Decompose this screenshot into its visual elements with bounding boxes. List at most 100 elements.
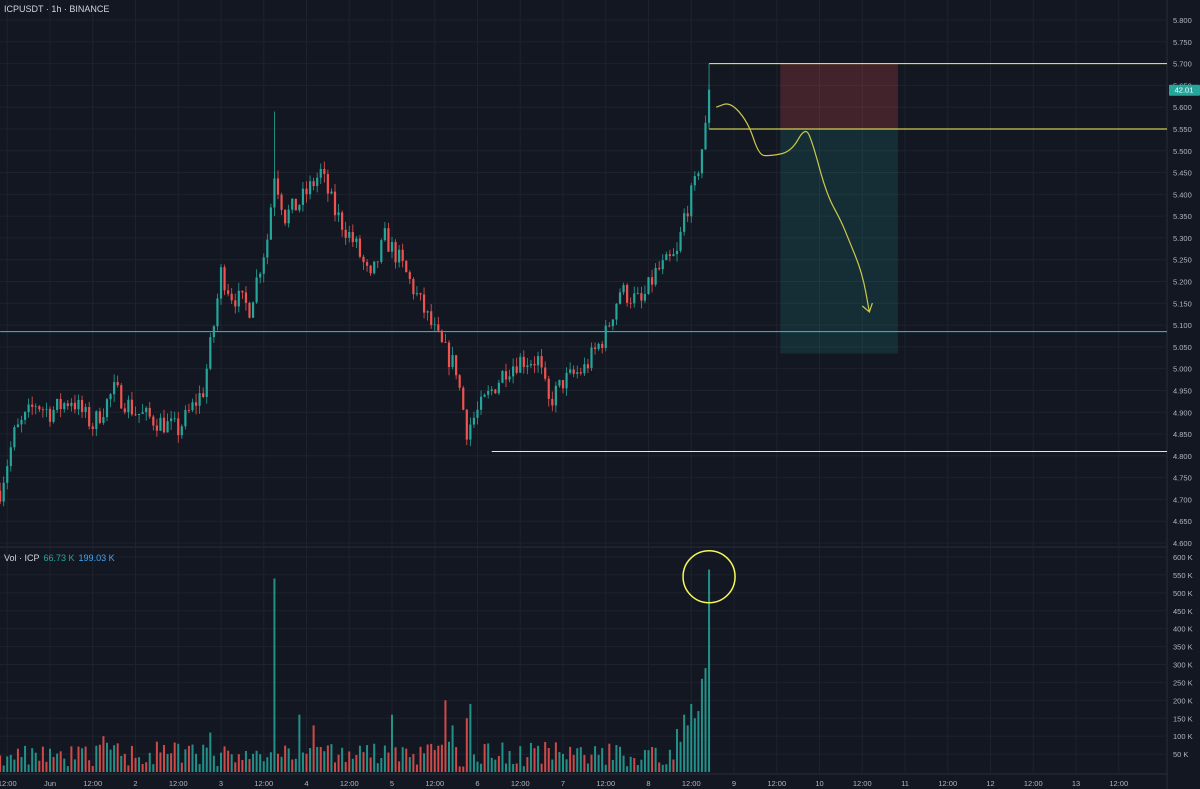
candle-body: [665, 254, 668, 261]
volume-bar: [480, 763, 483, 772]
volume-bar: [643, 750, 646, 772]
volume-bar: [56, 753, 59, 772]
candle-body: [219, 267, 223, 299]
volume-bar: [494, 759, 497, 772]
candle-body: [401, 249, 404, 261]
candle-body: [45, 408, 48, 410]
candle-body: [576, 372, 579, 374]
volume-value-blue: 199.03 K: [78, 553, 115, 563]
candle-body: [223, 267, 226, 291]
candle-body: [447, 342, 451, 367]
volume-bar: [180, 762, 183, 772]
volume-bar: [284, 745, 287, 772]
volume-bar: [230, 754, 233, 772]
volume-bar: [120, 755, 123, 772]
price-tick-label: 4.950: [1173, 386, 1192, 395]
candle-body: [205, 368, 208, 398]
volume-bar: [187, 745, 190, 772]
volume-legend: Vol · ICP 66.73 K 199.03 K: [4, 553, 115, 563]
candle-body: [0, 490, 2, 502]
volume-bar: [106, 742, 108, 772]
candle-body: [269, 207, 272, 240]
candle-body: [490, 389, 493, 391]
volume-bar: [212, 755, 215, 772]
candle-body: [643, 293, 647, 301]
volume-series: [0, 569, 711, 772]
candle-body: [52, 409, 55, 422]
target-zone[interactable]: [780, 128, 898, 354]
volume-bar: [512, 764, 515, 772]
volume-bar: [163, 745, 165, 772]
volume-bar: [622, 755, 625, 772]
candle-body: [444, 342, 447, 343]
volume-bar: [383, 745, 386, 772]
candle-body: [547, 378, 550, 399]
symbol-title[interactable]: ICPUSDT · 1h · BINANCE: [4, 4, 110, 14]
volume-bar: [88, 760, 91, 772]
stop-zone[interactable]: [780, 63, 898, 129]
volume-bar: [433, 750, 436, 772]
volume-bar: [654, 747, 657, 772]
volume-bar: [672, 759, 675, 772]
candle-body: [405, 260, 408, 273]
price-tick-label: 5.800: [1173, 16, 1192, 25]
candle-body: [422, 294, 426, 313]
candle-body: [212, 326, 215, 338]
volume-bar: [305, 753, 308, 772]
horizontal-levels: [0, 63, 1167, 452]
time-tick-label: 12:00: [1024, 779, 1043, 788]
volume-highlight-circle[interactable]: [682, 549, 736, 604]
candle-body: [597, 343, 600, 350]
volume-bar: [362, 752, 365, 772]
volume-bar: [24, 745, 27, 772]
volume-bar: [205, 747, 208, 772]
candle-body: [611, 319, 614, 327]
candle-body: [593, 347, 597, 350]
volume-bar: [301, 752, 304, 772]
volume-bar: [98, 744, 101, 772]
candle-series: [0, 63, 711, 507]
candle-body: [73, 402, 77, 410]
candle-body: [59, 398, 62, 410]
candle-body: [415, 293, 419, 295]
volume-bar: [63, 758, 66, 772]
price-tick-label: 4.650: [1173, 517, 1192, 526]
candle-body: [462, 387, 465, 410]
candle-body: [455, 355, 458, 376]
forecast-curve[interactable]: [715, 103, 870, 313]
candle-body: [686, 213, 689, 217]
candle-body: [177, 418, 180, 436]
volume-bar: [255, 750, 258, 772]
volume-bar: [547, 748, 550, 772]
volume-bar: [6, 756, 9, 772]
candle-body: [504, 371, 508, 380]
candle-body: [230, 293, 233, 301]
time-axis[interactable]: 12:00 Jun 12:00 2 12:00 3 12:00 4 12:00 5 12:00 6 12…: [0, 779, 1128, 788]
volume-bar: [565, 759, 568, 772]
volume-bar: [170, 753, 173, 772]
candle-body: [440, 330, 443, 343]
volume-axis[interactable]: 600 K 550 K 500 K 450 K 400 K 350 K 300 K 250 K…: [1173, 553, 1193, 759]
price-tick-label: 5.700: [1173, 60, 1192, 69]
candle-body: [476, 409, 479, 418]
volume-bar: [138, 757, 141, 772]
volume-bar: [636, 765, 639, 772]
candle-body: [569, 369, 572, 373]
volume-bar: [676, 729, 678, 772]
time-tick-label: 12:00: [682, 779, 701, 788]
candle-body: [20, 419, 23, 425]
candle-body: [276, 178, 280, 195]
volume-bar: [629, 756, 632, 772]
volume-bar: [483, 744, 486, 772]
volume-bar: [102, 736, 105, 772]
volume-tick-label: 50 K: [1173, 750, 1188, 759]
volume-bar: [20, 757, 23, 772]
candle-body: [704, 122, 707, 150]
candle-body: [209, 337, 212, 369]
volume-bar: [269, 752, 272, 772]
volume-bar: [412, 754, 415, 772]
time-tick-label: 11: [901, 779, 909, 788]
volume-bar: [697, 711, 700, 772]
candle-body: [152, 416, 155, 426]
